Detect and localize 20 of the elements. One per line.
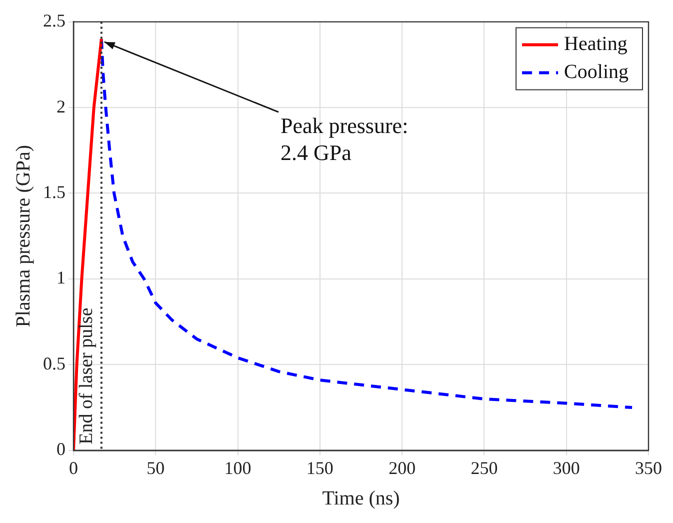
y-axis-title: Plasma pressure (GPa) — [12, 145, 34, 328]
x-tick-label: 150 — [306, 458, 334, 478]
x-tick-label: 250 — [470, 458, 498, 478]
x-tick-label: 350 — [635, 458, 662, 478]
legend-label: Heating — [564, 33, 628, 56]
y-tick-label: 2 — [56, 96, 66, 116]
y-tick-label: 2.5 — [43, 10, 66, 31]
y-tick-label: 1.5 — [43, 182, 66, 202]
x-tick-label: 200 — [388, 458, 416, 478]
x-tick-label: 100 — [224, 458, 252, 478]
y-tick-label: 0 — [56, 439, 66, 460]
x-tick-label: 0 — [69, 458, 78, 478]
y-tick-label: 0.5 — [43, 353, 66, 374]
annotation: Peak pressure: 2.4 GPa — [280, 112, 408, 165]
x-tick-label: 50 — [146, 458, 165, 478]
legend-label: Cooling — [564, 61, 628, 84]
x-tick-label: 300 — [552, 458, 580, 478]
x-axis-title: Time (ns) — [322, 487, 400, 510]
y-tick-label: 1 — [56, 268, 66, 288]
ref-line-label: End of laser pulse — [76, 308, 97, 444]
